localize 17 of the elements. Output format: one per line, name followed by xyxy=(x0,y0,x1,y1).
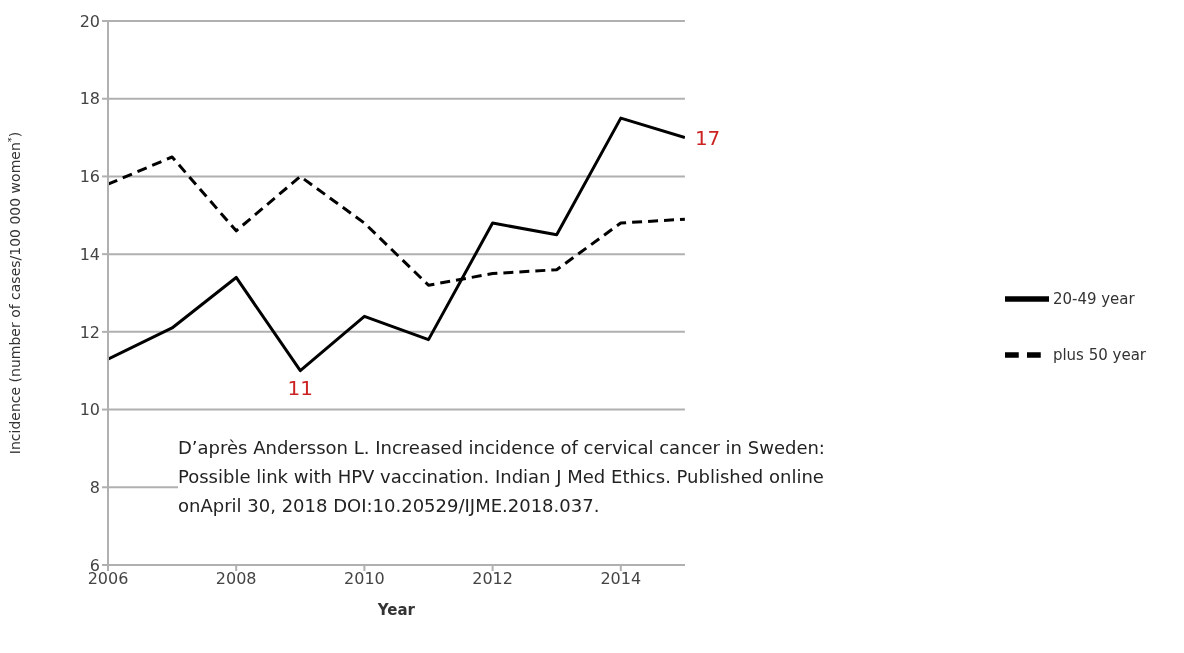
y-tick-label: 18 xyxy=(79,89,100,109)
legend-label: 20-49 year xyxy=(1052,289,1135,308)
annotation: 11 xyxy=(287,375,314,400)
x-tick-label: 2010 xyxy=(344,569,385,589)
x-axis-title: Year xyxy=(376,601,416,619)
y-tick-label: 16 xyxy=(79,167,100,187)
y-tick-label: 12 xyxy=(79,322,100,342)
x-tick-label: 2012 xyxy=(472,569,513,589)
y-tick-label: 20 xyxy=(79,11,100,31)
x-tick-label: 2008 xyxy=(215,569,257,589)
y-tick-label: 8 xyxy=(89,477,100,497)
y-tick-label: 10 xyxy=(79,400,100,420)
annotation: 17 xyxy=(694,125,721,150)
y-tick-label: 14 xyxy=(79,244,100,264)
legend-label: plus 50 year xyxy=(1052,345,1146,364)
x-tick-label: 2014 xyxy=(600,569,642,589)
annotation: D’après Andersson L. Increased incidence of cervical cancer in Sweden: Possible link with HPV vaccination. Indian J Med Ethics. Published online onApril 30, 2018 DOI:10.20529/IJME.2018.037. xyxy=(178,433,838,520)
